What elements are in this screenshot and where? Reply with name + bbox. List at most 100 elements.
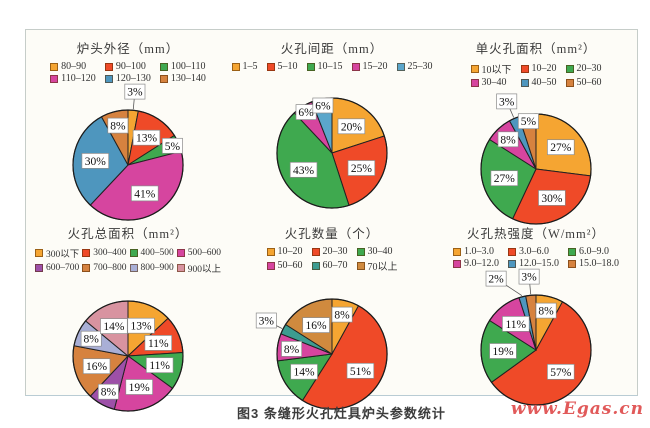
legend-swatch-icon	[176, 249, 185, 257]
chart-legend: 10以下 10–20 20–30 30–40 40–50 50–60	[470, 61, 602, 88]
pie-label: 20%	[341, 121, 363, 133]
legend-item: 100–110	[159, 61, 206, 72]
legend-item: 300以下	[34, 246, 80, 260]
legend-label: 10–20	[531, 63, 557, 74]
pie-outline	[72, 109, 184, 221]
pie-label: 8%	[284, 344, 300, 356]
pie-label: 43%	[293, 165, 315, 177]
legend-item: 20–30	[565, 61, 602, 76]
legend-swatch-icon	[470, 64, 479, 73]
legend-swatch-icon	[34, 249, 43, 257]
legend-item: 10以下	[470, 61, 512, 76]
legend-label: 300以下	[45, 250, 80, 260]
legend-item: 300–400	[82, 246, 127, 260]
pie-label-box	[337, 118, 366, 135]
pie-label-box	[496, 93, 518, 110]
legend-item: 5–10	[266, 61, 298, 72]
legend-swatch-icon	[396, 62, 405, 71]
legend-label: 50–60	[277, 260, 303, 271]
legend-swatch-icon	[311, 247, 320, 256]
pie-label-box	[80, 330, 102, 347]
pie-label: 5%	[521, 116, 537, 128]
legend-swatch-icon	[520, 64, 529, 73]
pie-label-box	[144, 335, 173, 351]
pie-label: 19%	[492, 346, 514, 358]
legend-item: 70以上	[356, 258, 398, 273]
legend-item: 500–600	[176, 246, 221, 260]
legend-swatch-icon	[508, 247, 516, 256]
pie-label: 6%	[298, 107, 314, 119]
pie-label: 13%	[131, 321, 153, 333]
legend-swatch-icon	[266, 261, 275, 270]
chart-single-hole-area: 单火孔面积（mm²） 10以下 10–20 20–30 30–40 40–50 50–60…	[434, 31, 638, 225]
legend-label: 70以上	[367, 262, 398, 273]
legend-swatch-icon	[129, 249, 138, 257]
figure-panel: 炉头外径（mm） 80–90 90–100 100–110 110–120 120–13…	[25, 29, 638, 412]
pie-label: 19%	[129, 382, 151, 394]
pie-label-box	[302, 317, 330, 333]
chart-title: 火孔间距（mm）	[280, 42, 384, 56]
pie-chart: 8% 57% 19% 11% 2% 3%	[480, 268, 592, 406]
pie-label: 11%	[505, 319, 526, 331]
legend-item: 60–70	[311, 258, 348, 273]
legend-swatch-icon	[50, 74, 59, 83]
pie-label: 14%	[103, 321, 125, 333]
legend-item: 3.0–6.0	[508, 246, 559, 257]
chart-title: 火孔热强度（W/mm²）	[467, 227, 605, 241]
legend-label: 1–5	[242, 61, 258, 72]
legend-label: 15–20	[362, 61, 388, 72]
pie-label: 11%	[149, 360, 170, 372]
pie-label: 3%	[521, 272, 537, 284]
chart-heat-intensity: 火孔热强度（W/mm²） 1.0–3.0 3.0–6.0 6.0–9.0 9.0–12…	[434, 216, 638, 406]
legend-item: 120–130	[104, 73, 151, 84]
legend-label: 600–700	[45, 263, 80, 273]
legend-label: 10以下	[481, 65, 512, 76]
legend-label: 1.0–3.0	[464, 246, 494, 257]
legend-label: 90–100	[115, 61, 146, 72]
legend-swatch-icon	[356, 247, 365, 256]
legend-swatch-icon	[176, 264, 185, 272]
legend-item: 15.0–18.0	[568, 258, 619, 269]
legend-label: 130–140	[170, 73, 206, 84]
pie-label: 8%	[110, 121, 126, 133]
pie-label-box	[497, 131, 519, 148]
legend-label: 15.0–18.0	[579, 258, 619, 269]
legend-label: 800–900	[140, 263, 174, 273]
pie-label: 14%	[294, 367, 316, 379]
legend-item: 25–30	[396, 61, 433, 72]
pie-label-box	[289, 161, 318, 178]
legend-item: 600–700	[34, 261, 80, 275]
chart-hole-count: 火孔数量（个） 10–20 20–30 30–40 50–60 60–70 70以上 8%…	[230, 216, 434, 410]
legend-item: 800–900	[129, 261, 174, 275]
legend-label: 400–500	[140, 248, 174, 258]
pie-label: 8%	[538, 306, 554, 318]
pie-label-box	[161, 137, 183, 154]
legend-label: 10–15	[317, 61, 343, 72]
pie-label: 30%	[85, 156, 107, 168]
legend-swatch-icon	[351, 62, 360, 71]
pie-label: 3%	[259, 316, 275, 328]
pie-label-box	[535, 302, 557, 319]
legend-swatch-icon	[311, 261, 320, 270]
pie-label: 11%	[148, 338, 169, 350]
pie-label-box	[132, 129, 161, 146]
legend-swatch-icon	[453, 259, 461, 268]
legend-label: 30–40	[481, 77, 507, 88]
pie-label-box	[518, 268, 540, 285]
pie-label-box	[346, 362, 375, 379]
legend-item: 50–60	[266, 258, 303, 273]
pie-label-box	[485, 270, 507, 287]
legend-swatch-icon	[453, 247, 461, 256]
legend-item: 80–90	[50, 61, 96, 72]
figure-caption: 图3 条缝形火孔灶具炉头参数统计	[237, 406, 446, 421]
pie-label: 41%	[134, 188, 156, 200]
pie-label-box	[255, 312, 277, 329]
chart-title: 火孔总面积（mm²）	[67, 227, 189, 241]
legend-swatch-icon	[568, 259, 576, 268]
legend-item: 10–15	[306, 61, 343, 72]
pie-label: 8%	[334, 310, 350, 322]
legend-label: 25–30	[407, 61, 433, 72]
pie-label: 25%	[351, 163, 373, 175]
chart-legend: 10–20 20–30 30–40 50–60 60–70 70以上	[266, 246, 398, 273]
pie-label-box	[145, 357, 174, 374]
